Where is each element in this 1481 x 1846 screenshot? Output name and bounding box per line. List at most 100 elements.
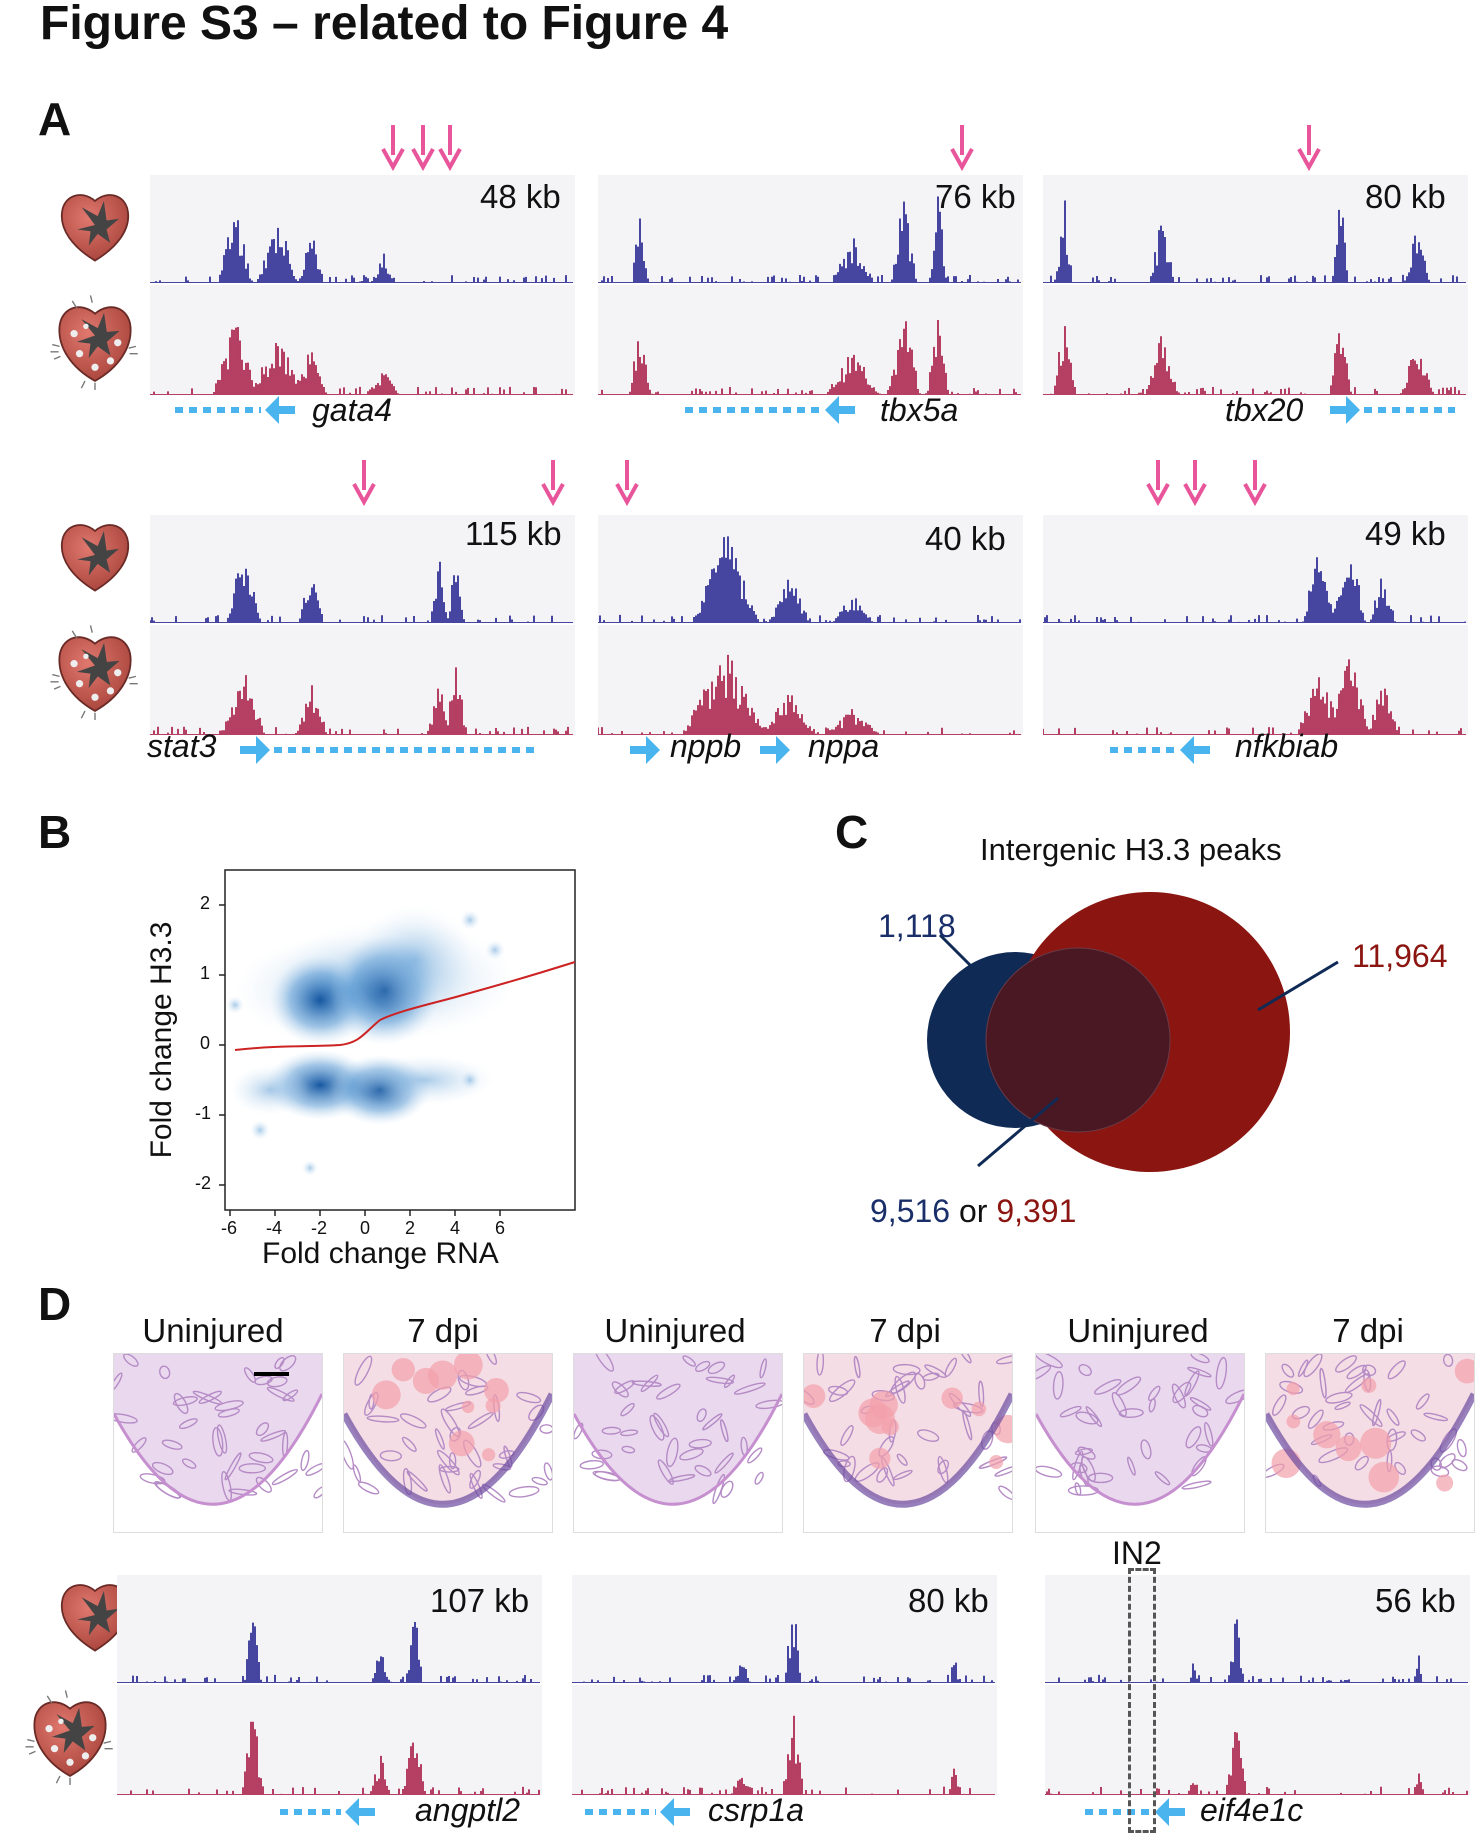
- histology-image: [573, 1353, 783, 1533]
- gene-direction-icon: [630, 736, 660, 764]
- venn-overlap: [985, 947, 1171, 1133]
- x-tick: -6: [221, 1218, 238, 1238]
- gene-label: nppa: [808, 728, 880, 764]
- gene-label: nfkbiab: [1235, 728, 1339, 764]
- density-cloud: [226, 905, 515, 1176]
- coverage-track: [1043, 515, 1468, 623]
- coverage-track: [150, 625, 575, 735]
- gene-label: nppb: [670, 728, 742, 764]
- enhancer-arrow-icon: [615, 460, 639, 507]
- gene-direction-icon: [685, 396, 855, 424]
- histology-label: Uninjured: [604, 1312, 746, 1349]
- gene-label: gata4: [312, 392, 393, 428]
- locus-size-label: 49 kb: [1365, 515, 1446, 552]
- x-tick: -4: [266, 1218, 283, 1238]
- locus-size-label: 40 kb: [925, 520, 1006, 557]
- gene-direction-icon: [240, 736, 535, 764]
- x-tick: 2: [405, 1218, 416, 1238]
- y-tick: -1: [195, 1103, 212, 1123]
- enhancer-arrow-icon: [541, 460, 565, 507]
- gene-direction-icon: [1330, 396, 1455, 424]
- x-tick: -2: [311, 1218, 328, 1238]
- histology-label: Uninjured: [142, 1312, 284, 1349]
- x-axis-label: Fold change RNA: [262, 1237, 499, 1270]
- gene-direction-icon: [175, 396, 295, 424]
- coverage-track: [1045, 1685, 1470, 1795]
- coverage-track: [1043, 625, 1468, 735]
- x-tick: 0: [360, 1218, 371, 1238]
- histology-image: [113, 1353, 323, 1533]
- enhancer-arrow-icon: [1243, 460, 1267, 507]
- histology-label: 7 dpi: [407, 1312, 479, 1349]
- x-tick: 6: [495, 1218, 506, 1238]
- venn-left-count: 1,118: [878, 908, 956, 944]
- panel-b-letter: B: [38, 806, 72, 858]
- coverage-track: [572, 1575, 997, 1683]
- gene-label: eif4e1c: [1200, 1792, 1304, 1828]
- locus-size-label: 80 kb: [908, 1582, 989, 1619]
- y-tick: -2: [195, 1173, 212, 1193]
- gene-label: csrp1a: [708, 1792, 805, 1828]
- coverage-track: [1045, 1575, 1470, 1683]
- scatter-plot: [219, 869, 576, 1216]
- locus-size-label: 76 kb: [935, 178, 1016, 215]
- venn-diagram: [927, 892, 1339, 1172]
- histology-image: [803, 1353, 1013, 1533]
- gene-label: angptl2: [415, 1792, 520, 1828]
- locus-size-label: 115 kb: [465, 515, 562, 552]
- gene-direction-icon: [585, 1798, 690, 1826]
- coverage-track: [150, 515, 575, 623]
- histology-image: [343, 1353, 553, 1533]
- histology-label: 7 dpi: [869, 1312, 941, 1349]
- enhancer-arrow-icon: [1146, 460, 1170, 507]
- enhancer-arrow-icon: [1297, 125, 1321, 172]
- gene-direction-arrows: [175, 396, 1455, 1826]
- locus-size-label: 80 kb: [1365, 178, 1446, 215]
- coverage-track: [117, 1685, 542, 1795]
- overlap-or: or: [958, 1193, 988, 1229]
- gene-direction-icon: [760, 736, 790, 764]
- coverage-track: [1043, 285, 1468, 395]
- panel-c-letter: C: [835, 806, 869, 858]
- coverage-track: [150, 285, 575, 395]
- histology-image: [1265, 1353, 1475, 1533]
- enhancer-arrow-icon: [411, 125, 435, 172]
- venn-title: Intergenic H3.3 peaks: [980, 832, 1282, 867]
- coverage-track: [572, 1685, 997, 1795]
- x-tick: 4: [450, 1218, 461, 1238]
- plot-frame: [224, 869, 576, 1211]
- enhancer-arrow-icon: [438, 125, 462, 172]
- coverage-track: [598, 285, 1023, 395]
- enhancer-arrow-icon: [950, 125, 974, 172]
- gene-direction-icon: [280, 1798, 375, 1826]
- locus-size-label: 107 kb: [430, 1582, 530, 1619]
- y-tick: 0: [200, 1033, 211, 1053]
- locus-size-label: 56 kb: [1375, 1582, 1456, 1619]
- coverage-track: [150, 175, 575, 283]
- enhancer-arrow-icon: [352, 460, 376, 507]
- gene-direction-icon: [1085, 1798, 1185, 1826]
- y-tick: 2: [200, 893, 211, 913]
- gene-label: tbx5a: [880, 392, 959, 428]
- overlap-count-b: 9,391: [996, 1193, 1077, 1229]
- coverage-track: [117, 1575, 542, 1683]
- loess-curve: [234, 961, 576, 1051]
- region-label: IN2: [1112, 1535, 1162, 1571]
- panel-a-letter: A: [38, 93, 72, 145]
- venn-right-count: 11,964: [1352, 938, 1448, 974]
- enhancer-arrow-icon: [381, 125, 405, 172]
- coverage-track: [598, 625, 1023, 735]
- panel-d-letter: D: [38, 1278, 72, 1330]
- histology-label: Uninjured: [1067, 1312, 1209, 1349]
- region-box: [1128, 1568, 1156, 1833]
- coverage-track: [598, 175, 1023, 283]
- overlap-count-a: 9,516: [870, 1193, 951, 1229]
- gene-label: tbx20: [1225, 392, 1304, 428]
- y-axis-label: Fold change H3.3: [145, 921, 178, 1159]
- figure-title: Figure S3 – related to Figure 4: [40, 0, 729, 50]
- gene-label: stat3: [147, 728, 217, 764]
- locus-size-label: 48 kb: [480, 178, 561, 215]
- histology-image: [1035, 1353, 1245, 1533]
- coverage-track: [1043, 175, 1468, 283]
